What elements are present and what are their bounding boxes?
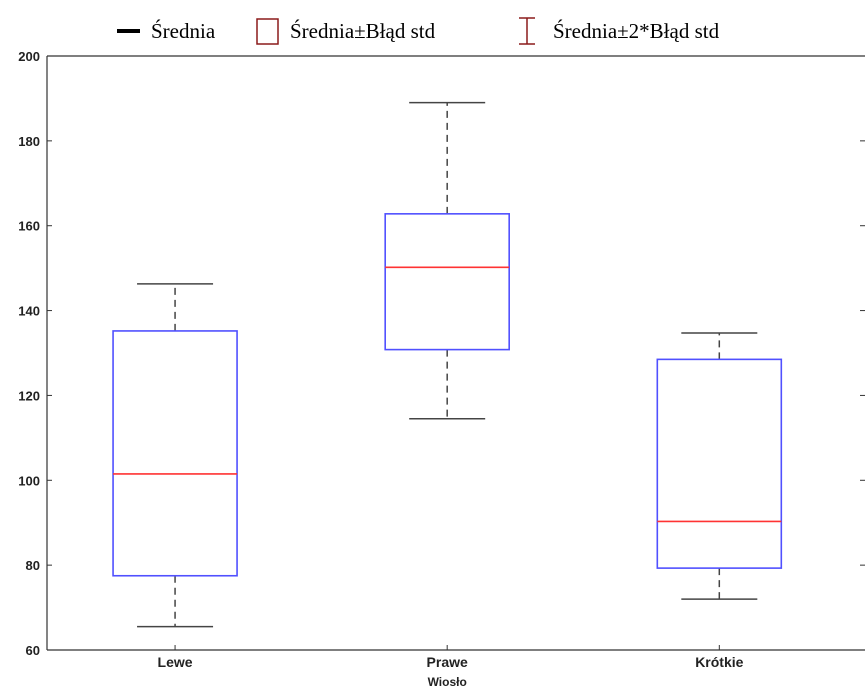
x-axis-label: Wiosło: [428, 675, 467, 689]
y-tick-label: 120: [18, 388, 40, 403]
legend-label-mean: Średnia: [151, 19, 216, 43]
box-group: [112, 283, 238, 628]
box: [112, 330, 238, 577]
plot-area: [112, 101, 783, 628]
legend-label-box: Średnia±Błąd std: [290, 19, 436, 43]
axes: 60 80 100 120 140 160 180 200 Lewe Prawe Krótkie Wi…: [18, 49, 865, 689]
box-group: [656, 332, 783, 600]
y-tick-label: 140: [18, 304, 40, 319]
y-tick-label: 80: [26, 558, 40, 573]
x-tick-label: Prawe: [427, 654, 468, 670]
y-tick-label: 60: [26, 643, 40, 658]
box: [656, 358, 783, 569]
x-tick-label: Lewe: [158, 654, 193, 670]
y-tick-label: 100: [18, 473, 40, 488]
legend: Średnia Średnia±Błąd std Średnia±2*Błąd st…: [117, 17, 720, 45]
x-tick-label: Krótkie: [695, 654, 743, 670]
legend-label-whisker: Średnia±2*Błąd std: [553, 19, 720, 43]
legend-box-symbol: [256, 18, 279, 45]
y-tick-label: 200: [18, 49, 40, 64]
box: [384, 213, 510, 351]
y-tick-label: 160: [18, 219, 40, 234]
y-tick-label: 180: [18, 134, 40, 149]
box-group: [384, 101, 510, 420]
